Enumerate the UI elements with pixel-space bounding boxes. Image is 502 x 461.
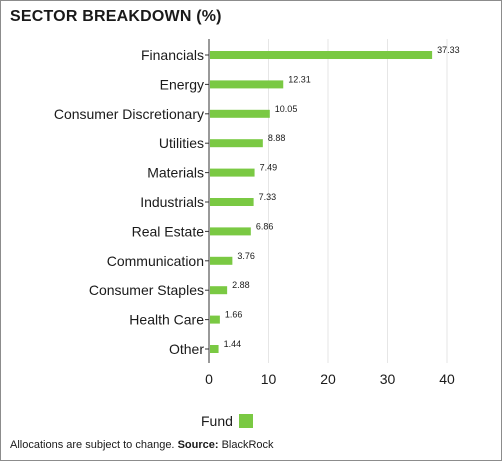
- bar: [210, 198, 254, 206]
- data-label: 7.49: [260, 163, 278, 173]
- footnote-source-value: BlackRock: [221, 439, 274, 451]
- bar: [210, 345, 219, 353]
- bar: [210, 227, 251, 236]
- data-label: 8.88: [268, 133, 286, 143]
- bar: [210, 256, 233, 265]
- x-tick-label: 0: [205, 371, 213, 387]
- category-label: Materials: [147, 165, 204, 181]
- data-label: 1.44: [224, 339, 242, 349]
- data-label: 12.31: [288, 74, 311, 84]
- footnote: Allocations are subject to change. Sourc…: [10, 439, 274, 451]
- data-label: 1.66: [225, 310, 243, 320]
- category-label: Financials: [141, 47, 204, 63]
- bar-chart: 0 10 20 30 40 Financials 37.33 Energy 12.31 Consu…: [54, 39, 460, 387]
- x-tick-label: 30: [380, 371, 396, 387]
- data-label: 7.33: [259, 192, 277, 202]
- category-label: Communication: [107, 253, 204, 269]
- data-label: 2.88: [232, 280, 250, 290]
- category-label: Other: [169, 341, 204, 357]
- category-label: Utilities: [159, 135, 204, 151]
- category-label: Real Estate: [132, 223, 205, 239]
- bar: [210, 80, 284, 89]
- data-label: 6.86: [256, 221, 274, 231]
- category-label: Energy: [160, 76, 204, 92]
- category-label: Industrials: [140, 194, 204, 210]
- x-tick-label: 40: [439, 371, 455, 387]
- footnote-text: Allocations are subject to change.: [10, 439, 175, 451]
- chart-title: SECTOR BREAKDOWN (%): [10, 8, 222, 25]
- bar: [210, 109, 270, 118]
- bar: [210, 168, 255, 177]
- x-tick-label: 10: [261, 371, 277, 387]
- legend: Fund: [201, 413, 253, 429]
- data-label: 37.33: [437, 45, 460, 55]
- bar: [210, 286, 228, 295]
- category-label: Consumer Staples: [89, 282, 204, 298]
- data-label: 10.05: [275, 104, 298, 114]
- category-label: Consumer Discretionary: [54, 106, 204, 122]
- category-label: Health Care: [129, 312, 204, 328]
- legend-label: Fund: [201, 413, 233, 429]
- footnote-source-label: Source:: [177, 439, 219, 451]
- bar: [210, 315, 220, 324]
- legend-swatch: [238, 414, 253, 428]
- bar: [210, 139, 263, 148]
- bar: [210, 51, 433, 59]
- data-label: 3.76: [237, 251, 255, 261]
- x-tick-label: 20: [320, 371, 336, 387]
